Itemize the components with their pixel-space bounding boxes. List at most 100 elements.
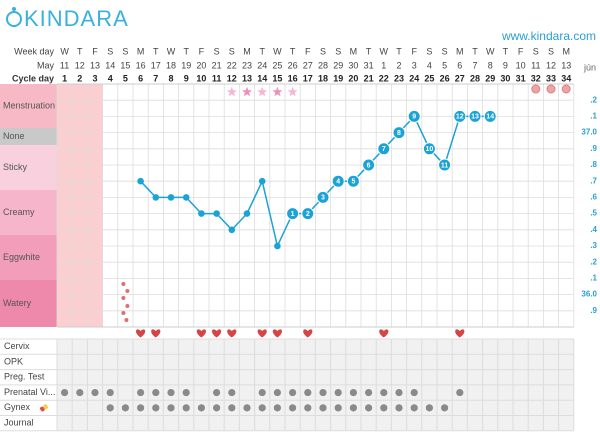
logo-icon-dot — [12, 7, 16, 11]
point-label: 9 — [412, 114, 416, 121]
week-day: M — [456, 46, 464, 56]
date: 13 — [561, 60, 571, 70]
cycle-day: 17 — [303, 73, 313, 83]
tracker-dot — [228, 388, 236, 397]
fertile-star — [226, 86, 237, 97]
cycle-day: 8 — [168, 73, 173, 83]
tracker-dot — [91, 388, 99, 397]
temperature-point — [152, 194, 160, 201]
date: 10 — [516, 60, 526, 70]
cycle-day: 33 — [546, 73, 556, 83]
intercourse-heart — [227, 329, 237, 338]
temperature-point — [286, 207, 300, 221]
temperature-point — [377, 142, 391, 156]
tracker-dot — [121, 404, 129, 412]
week-day: T — [503, 46, 509, 56]
temperature-point — [182, 194, 190, 201]
cycle-day: 25 — [424, 73, 434, 83]
tracker-dot — [258, 388, 266, 397]
tracker-dot — [349, 388, 357, 397]
tracker-label: Cervix — [4, 341, 30, 351]
date: 8 — [488, 60, 493, 70]
cycle-day: 1 — [62, 73, 67, 83]
week-day: S — [548, 46, 554, 56]
point-label: 8 — [397, 130, 401, 137]
predicted-period — [561, 84, 571, 94]
tracker-dot — [273, 388, 281, 397]
y-tick-label: .1 — [590, 112, 597, 121]
week-day: T — [77, 46, 83, 56]
cycle-day: 3 — [92, 73, 97, 83]
temperature-point — [407, 109, 421, 123]
cycle-day: 22 — [379, 73, 389, 83]
date: 20 — [196, 60, 206, 70]
cycle-day: 15 — [272, 73, 282, 83]
spotting-dot — [125, 289, 130, 293]
date: 29 — [333, 60, 343, 70]
tracker-label: Journal — [4, 418, 34, 428]
tracker-dot — [441, 404, 449, 412]
tracker-dot — [425, 404, 433, 412]
week-day: T — [396, 46, 402, 56]
week-day: T — [366, 46, 372, 56]
point-label: 10 — [426, 146, 434, 153]
cycle-day: 23 — [394, 73, 404, 83]
point-label: 1 — [291, 211, 295, 218]
point-label: 7 — [382, 146, 386, 153]
tracker-dot — [213, 388, 221, 397]
point-label: 6 — [367, 162, 371, 169]
temperature-point — [362, 158, 376, 172]
tracker-dot — [349, 404, 357, 412]
menstruation-day — [72, 84, 88, 327]
date: 27 — [303, 60, 313, 70]
week-day: S — [442, 46, 448, 56]
fluid-band — [0, 84, 57, 128]
point-label: 3 — [321, 195, 325, 202]
temperature-point — [468, 109, 482, 123]
date: 26 — [288, 60, 298, 70]
predicted-period — [531, 84, 541, 94]
point-label: 2 — [306, 211, 310, 218]
tracker-dot — [106, 388, 114, 397]
week-day: W — [60, 46, 69, 56]
tracker-dot — [334, 404, 342, 412]
week-day: F — [199, 46, 205, 56]
tracker-dot — [152, 388, 160, 397]
date: 12 — [546, 60, 556, 70]
week-day: W — [380, 46, 389, 56]
cycle-day: 26 — [440, 73, 450, 83]
fertile-star — [242, 86, 252, 97]
point-label: 11 — [441, 162, 449, 169]
point-label: 12 — [456, 114, 464, 121]
date: 17 — [151, 60, 161, 70]
y-tick-label: .2 — [590, 257, 597, 266]
cycle-day: 20 — [348, 73, 358, 83]
tracker-label: Prenatal Vi... — [4, 387, 55, 397]
date: 7 — [472, 60, 477, 70]
date: 11 — [60, 60, 69, 70]
point-label: 5 — [351, 179, 355, 186]
temperature-point — [316, 190, 330, 204]
cycle-day: 34 — [561, 73, 571, 83]
month-change: jún — [583, 62, 596, 72]
y-tick-label: 36.0 — [581, 290, 597, 299]
tracker-dot — [258, 404, 266, 412]
site-url[interactable]: www.kindara.com — [501, 29, 596, 43]
fertile-star — [287, 86, 298, 97]
fertile-star — [272, 86, 283, 97]
date: 31 — [364, 60, 374, 70]
temperature-point — [346, 174, 360, 188]
date: 2 — [396, 60, 401, 70]
temperature-point — [483, 109, 497, 123]
week-day: T — [290, 46, 296, 56]
fluid-label: Watery — [3, 298, 32, 308]
fluid-band — [0, 235, 57, 280]
fluid-band — [0, 280, 57, 327]
y-tick-label: .2 — [590, 95, 597, 104]
week-day: T — [259, 46, 265, 56]
cycle-day: 5 — [123, 73, 128, 83]
y-tick-label: .4 — [590, 225, 597, 234]
date: 18 — [166, 60, 176, 70]
cycle-day: 30 — [500, 73, 510, 83]
temperature-point — [258, 177, 266, 185]
